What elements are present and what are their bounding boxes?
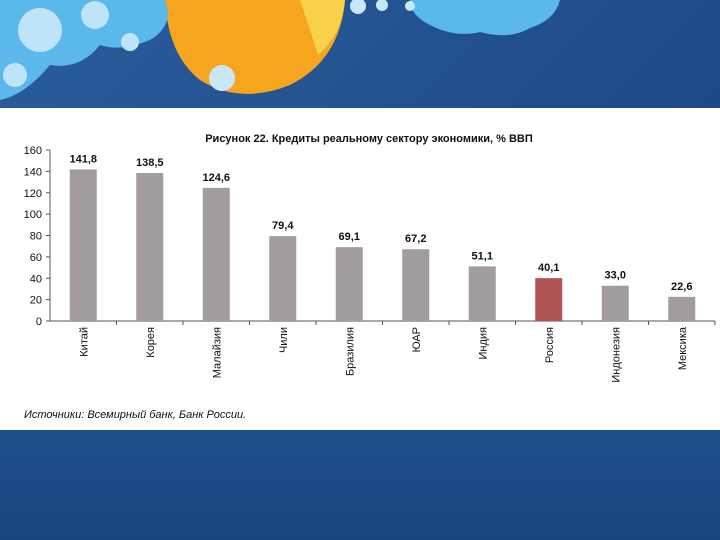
bubble-icons [209, 0, 415, 91]
data-label-2: 124,6 [202, 172, 230, 184]
y-tick-label: 120 [24, 188, 42, 200]
y-tick-label: 140 [24, 166, 42, 178]
cloud-sun-decoration [0, 0, 560, 100]
category-label-7: Россия [544, 327, 556, 363]
data-label-4: 69,1 [339, 231, 360, 243]
source-note: Источники: Всемирный банк, Банк России. [24, 409, 246, 421]
bar-6 [468, 266, 496, 321]
bar-0 [69, 169, 97, 321]
bar-1 [136, 172, 164, 321]
data-label-0: 141,8 [69, 153, 97, 165]
cloud-right-icon [410, 0, 560, 36]
data-label-6: 51,1 [472, 250, 493, 262]
bar-4 [335, 247, 363, 321]
y-tick-label: 160 [24, 145, 42, 157]
y-tick-label: 40 [30, 273, 42, 285]
bar-8 [601, 285, 629, 321]
bar-3 [269, 236, 297, 321]
y-tick-label: 80 [30, 231, 42, 243]
footer-background [0, 430, 720, 540]
bar-9 [668, 296, 696, 321]
sun-icon [165, 0, 345, 94]
category-label-5: ЮАР [411, 327, 423, 352]
category-label-1: Корея [145, 327, 157, 358]
category-label-2: Малайзия [211, 327, 223, 378]
bar-2 [202, 187, 230, 321]
bar-chart: Рисунок 22. Кредиты реальному сектору эк… [24, 133, 716, 421]
category-label-3: Чили [278, 327, 290, 353]
bars [69, 169, 696, 321]
category-label-4: Бразилия [344, 327, 356, 376]
chart-title: Рисунок 22. Кредиты реальному сектору эк… [205, 133, 533, 145]
y-tick-label: 0 [36, 316, 42, 328]
data-label-8: 33,0 [605, 270, 626, 282]
cloud-left-highlight-icon [3, 1, 139, 87]
category-label-6: Индия [477, 327, 489, 360]
category-label-0: Китай [78, 327, 90, 357]
y-tick-label: 20 [30, 295, 42, 307]
bar-5 [402, 249, 430, 321]
data-label-1: 138,5 [136, 157, 164, 169]
y-tick-label: 100 [24, 209, 42, 221]
data-label-9: 22,6 [671, 281, 692, 293]
sun-shine-icon [300, 0, 345, 55]
category-label-8: Индонезия [610, 327, 622, 383]
data-label-3: 79,4 [272, 220, 294, 232]
data-label-5: 67,2 [405, 233, 426, 245]
data-label-7: 40,1 [538, 262, 559, 274]
bar-7 [535, 278, 563, 321]
data-labels: 141,8 138,5 124,6 79,4 69,1 67,2 51,1 40,1 33,0 2… [69, 153, 692, 292]
category-labels: Китай Корея Малайзия Чили Бразилия ЮАР Индия Ро… [78, 321, 716, 383]
category-label-9: Мексика [677, 326, 689, 370]
y-tick-label: 60 [30, 252, 42, 264]
